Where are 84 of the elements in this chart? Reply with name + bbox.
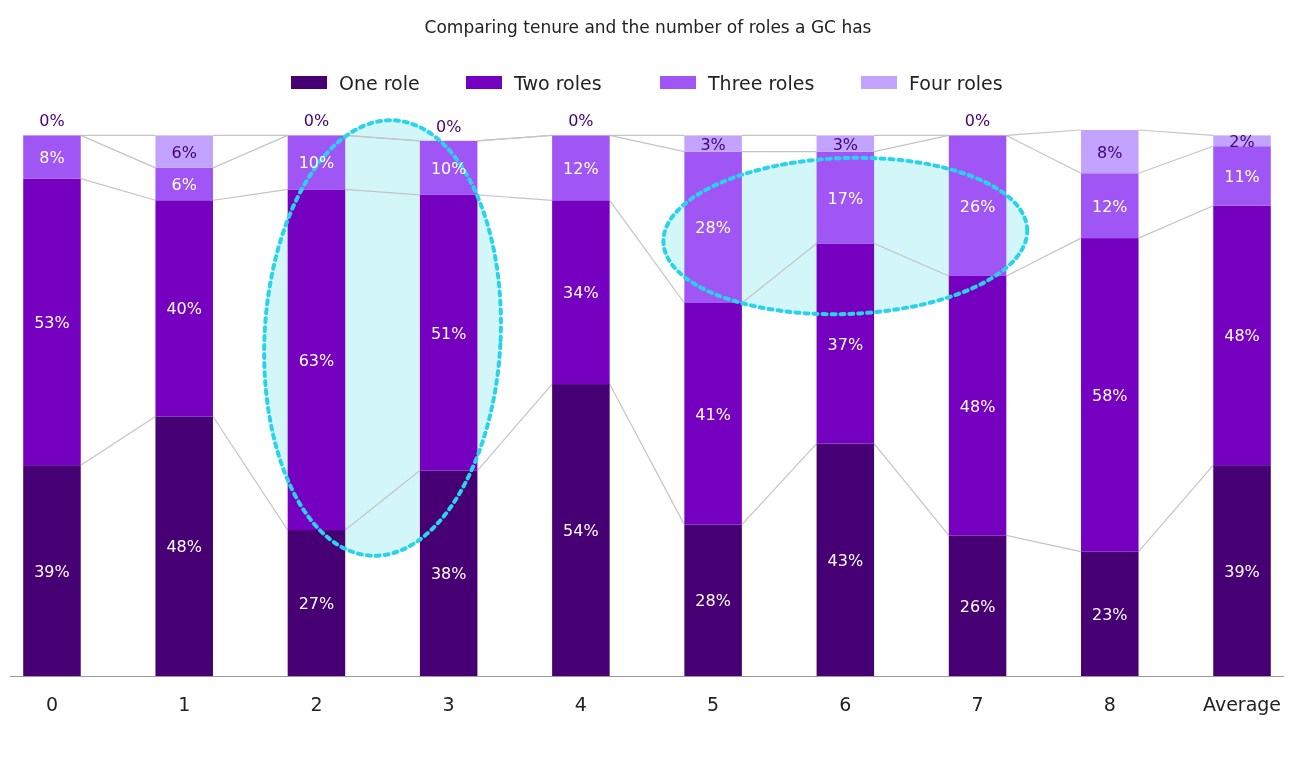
- bar: [1081, 238, 1139, 552]
- data-label: 17%: [827, 188, 864, 208]
- data-label: 6%: [171, 175, 197, 195]
- data-label: 3%: [832, 134, 859, 154]
- x-tick-label: 6: [839, 693, 852, 715]
- data-label: 6%: [171, 142, 197, 162]
- data-label: 48%: [959, 396, 996, 416]
- bar: [684, 524, 742, 676]
- bar: [155, 200, 213, 417]
- bar: [419, 470, 478, 676]
- bar: [23, 135, 81, 179]
- bar: [948, 135, 1007, 276]
- data-label: 26%: [959, 596, 996, 616]
- data-label: 0%: [964, 111, 991, 131]
- data-label: 40%: [166, 299, 202, 319]
- data-label: 12%: [1092, 196, 1128, 216]
- x-tick-label: 2: [310, 693, 323, 715]
- bar: [684, 151, 742, 303]
- data-label: 48%: [166, 537, 202, 557]
- x-tick-label: 8: [1103, 693, 1116, 715]
- x-tick-label: 0: [45, 693, 59, 715]
- data-label: 54%: [563, 521, 599, 541]
- data-label: 27%: [298, 594, 335, 614]
- data-label: 8%: [39, 148, 65, 168]
- x-tick-label: 1: [178, 693, 191, 715]
- bar: [287, 189, 346, 531]
- bar: [1213, 205, 1271, 466]
- bar: [1081, 551, 1139, 676]
- data-label: 58%: [1092, 385, 1128, 405]
- data-label: 0%: [39, 111, 65, 131]
- bar: [1213, 465, 1271, 676]
- data-label: 48%: [1224, 326, 1260, 346]
- data-label: 2%: [1229, 131, 1255, 151]
- data-label: 37%: [827, 334, 864, 354]
- data-label: 41%: [695, 404, 731, 424]
- data-label: 0%: [303, 111, 330, 131]
- x-tick-label: 3: [442, 693, 455, 715]
- data-label: 43%: [827, 550, 864, 570]
- data-label: 28%: [695, 218, 731, 238]
- bar: [816, 443, 875, 676]
- data-label: 0%: [568, 111, 594, 131]
- bar: [552, 200, 610, 385]
- data-label: 23%: [1092, 604, 1128, 624]
- data-label: 53%: [34, 312, 70, 332]
- bar: [948, 275, 1007, 536]
- bar: [684, 302, 742, 525]
- data-label: 28%: [695, 591, 731, 611]
- bar: [552, 135, 610, 201]
- bar: [552, 384, 610, 676]
- bar: [948, 535, 1007, 676]
- data-label: 12%: [563, 158, 599, 178]
- legend-label: Two roles: [513, 72, 602, 94]
- bar: [1213, 146, 1271, 206]
- bar: [1081, 173, 1139, 239]
- x-tick-label: 4: [574, 693, 587, 715]
- chart-title: Comparing tenure and the number of roles a GC has: [424, 17, 872, 37]
- bar: [287, 530, 346, 676]
- bar: [23, 465, 81, 676]
- data-label: 11%: [1224, 166, 1260, 186]
- data-label: 0%: [435, 116, 462, 136]
- bar: [155, 416, 213, 676]
- data-label: 51%: [430, 323, 467, 343]
- bar: [419, 194, 478, 471]
- data-label: 38%: [430, 564, 467, 584]
- data-label: 3%: [700, 134, 726, 154]
- legend-label: One role: [339, 72, 420, 94]
- legend-label: Three roles: [707, 72, 815, 94]
- x-tick-label: Average: [1203, 693, 1282, 715]
- data-label: 26%: [959, 196, 996, 216]
- x-tick-label: 7: [971, 693, 984, 715]
- legend-label: Four roles: [909, 72, 1003, 94]
- data-label: 39%: [1224, 561, 1260, 581]
- bar: [155, 167, 213, 201]
- data-label: 39%: [34, 561, 70, 581]
- bar: [816, 243, 875, 444]
- bar: [23, 178, 81, 466]
- data-label: 34%: [563, 283, 599, 303]
- bar: [1081, 130, 1139, 174]
- bar: [155, 135, 213, 168]
- x-tick-label: 5: [707, 693, 720, 715]
- bar: [816, 151, 875, 244]
- data-label: 8%: [1097, 142, 1123, 162]
- data-label: 63%: [298, 350, 335, 370]
- data-label: 10%: [430, 158, 467, 178]
